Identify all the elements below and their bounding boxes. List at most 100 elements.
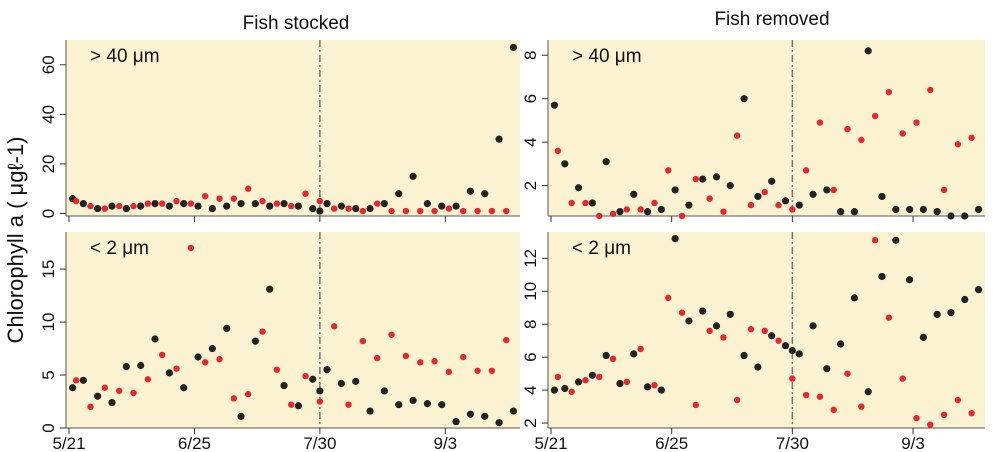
data-point-red [885,88,893,96]
data-point-red [582,199,589,207]
data-point-red [816,119,824,126]
data-point-black [974,205,983,214]
data-point-black [643,208,652,216]
data-point-red [474,207,481,215]
data-point-black [795,350,803,358]
data-point-black [366,407,374,415]
data-point-red [273,200,281,207]
data-point-red [130,202,137,210]
y-tick-label: 12 [521,249,540,268]
data-point-black [685,201,693,209]
data-point-black [481,412,489,420]
data-point-red [288,401,295,408]
data-point-black [337,379,345,388]
panel-top-left: 0 20 40 60 > 40 μm [39,40,520,222]
data-point-black [947,309,955,317]
data-point-red [302,372,309,380]
data-point-red [913,119,920,126]
panel-bottom-right: 2 4 6 8 10 12 5/21 6/25 7/30 9/3 < 2 μm [521,232,985,452]
data-point-black [823,365,831,373]
data-point-black [754,363,762,371]
x-tick-label: 7/30 [776,434,809,452]
data-point-red [733,396,741,404]
data-point-black [657,205,665,214]
data-point-black [223,202,231,210]
data-point-black [323,200,331,208]
data-point-black [122,204,130,213]
data-point-red [115,387,123,395]
data-point-red [596,212,603,220]
data-point-red [554,373,562,381]
data-point-red [460,353,467,361]
data-point-black [122,362,130,371]
data-point-black [108,398,116,407]
x-tick-label: 7/30 [303,434,336,452]
data-point-black [380,387,388,395]
data-point-red [503,336,510,344]
data-point-black [438,202,446,210]
data-point-red [216,355,223,363]
data-point-black [452,418,460,426]
data-point-black [574,184,583,192]
data-point-red [230,195,238,202]
y-tick-label: 60 [39,55,58,74]
data-point-black [616,208,624,216]
data-point-black [740,95,748,103]
y-tick-label: 4 [521,137,540,146]
data-point-red [596,373,603,381]
data-point-black [237,412,245,420]
y-tick-label: 6 [521,94,540,103]
data-point-red [474,367,481,374]
data-point-red [761,327,768,335]
data-point-black [878,272,886,281]
data-point-black [974,286,983,294]
data-point-red [402,352,410,360]
data-point-black [588,371,596,379]
data-point-black [423,200,431,208]
data-point-black [630,190,638,198]
data-point-red [331,205,338,212]
data-point-red [706,195,713,202]
data-point-red [144,376,152,383]
data-point-black [602,158,610,166]
data-point-red [173,365,180,372]
y-tick-label: 0 [39,423,58,432]
data-point-black [643,383,652,391]
data-point-red [968,409,975,417]
data-point-black [781,342,790,350]
data-point-red [789,206,796,213]
data-point-red [388,331,395,338]
left-header: Fish stocked [243,13,350,34]
data-point-red [554,147,562,155]
data-point-black [180,384,188,392]
y-tick-label: 2 [521,181,540,190]
data-point-black [423,400,431,408]
data-point-black [837,208,845,216]
data-point-black [94,392,102,400]
data-point-red [130,389,137,397]
data-point-red [417,207,424,215]
data-point-black [151,200,159,208]
y-axis-label: Chlorophyll a ( μgℓ-1) [3,137,28,344]
data-point-black [137,361,145,370]
data-point-red [259,328,266,335]
data-point-black [495,135,503,143]
data-point-red [609,210,617,218]
data-point-black [380,200,388,208]
data-point-red [637,345,644,353]
data-point-red [101,384,109,391]
data-point-black [68,384,77,392]
data-point-black [961,212,969,220]
data-point-red [568,388,575,395]
data-point-red [431,207,438,215]
data-point-black [947,212,955,220]
data-point-black [280,382,288,390]
data-point-red [637,206,644,213]
data-point-black [409,172,417,180]
data-point-red [665,294,672,302]
data-point-black [809,322,817,330]
data-point-black [892,205,900,214]
data-point-red [230,395,238,402]
data-point-black [280,200,288,208]
